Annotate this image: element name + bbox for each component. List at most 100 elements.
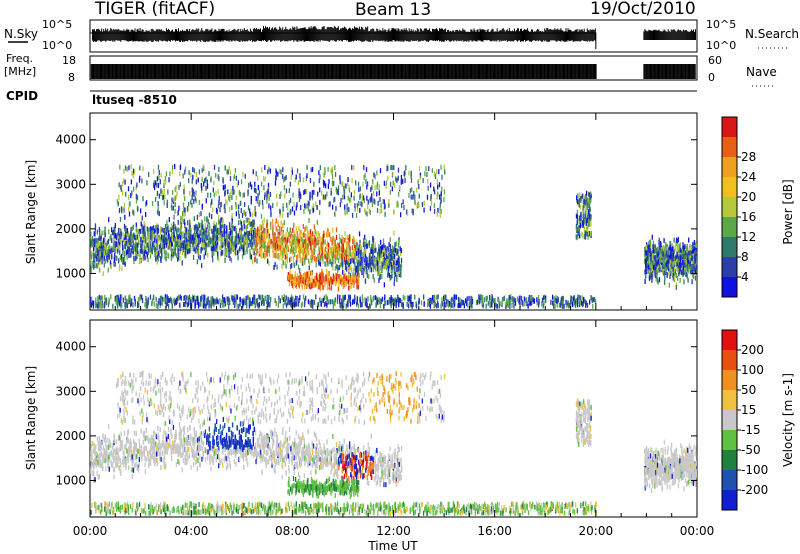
scatter-cell — [102, 271, 104, 277]
scatter-cell — [153, 185, 156, 191]
scatter-cell — [148, 171, 150, 177]
scatter-cell — [440, 198, 442, 204]
scatter-cell — [167, 189, 169, 195]
scatter-cell — [544, 294, 546, 300]
scatter-cell — [147, 242, 149, 248]
scatter-cell — [151, 230, 153, 236]
scatter-cell — [352, 235, 354, 241]
scatter-cell — [373, 277, 375, 283]
scatter-cell — [128, 239, 130, 245]
scatter-cell — [101, 241, 104, 247]
scatter-cell — [330, 190, 332, 196]
scatter-cell — [290, 241, 292, 247]
scatter-cell — [291, 263, 293, 269]
scatter-cell — [197, 225, 200, 231]
scatter-cell — [257, 184, 260, 190]
scatter-cell — [265, 245, 267, 251]
scatter-cell — [335, 227, 338, 233]
scatter-cell — [291, 274, 294, 280]
scatter-cell — [94, 261, 97, 267]
scatter-cell — [273, 246, 275, 252]
scatter-cell — [116, 199, 119, 205]
scatter-cell — [93, 246, 95, 252]
scatter-cell — [374, 185, 376, 191]
scatter-cell — [404, 177, 406, 183]
scatter-cell — [391, 265, 393, 271]
scatter-cell — [353, 189, 356, 195]
scatter-cell — [136, 254, 138, 260]
scatter-cell — [370, 263, 372, 269]
scatter-cell — [232, 190, 234, 196]
scatter-cell — [340, 247, 343, 253]
scatter-cell — [193, 198, 195, 204]
scatter-cell — [229, 225, 231, 231]
scatter-cell — [366, 204, 369, 210]
scatter-cell — [302, 277, 304, 283]
scatter-cell — [357, 284, 359, 290]
scatter-cell — [393, 165, 395, 171]
scatter-cell — [145, 201, 147, 207]
scatter-cell — [313, 189, 315, 195]
scatter-cell — [175, 253, 178, 259]
scatter-cell — [357, 278, 359, 284]
scatter-cell — [243, 192, 245, 198]
scatter-cell — [170, 246, 172, 252]
scatter-cell — [133, 259, 135, 265]
scatter-cell — [110, 227, 113, 233]
scatter-cell — [257, 196, 259, 202]
scatter-cell — [365, 255, 367, 261]
freq-label-1: Freq. — [6, 52, 33, 65]
scatter-cell — [368, 255, 371, 261]
scatter-cell — [288, 237, 290, 243]
scatter-cell — [119, 255, 122, 261]
scatter-cell — [263, 185, 265, 191]
scatter-cell — [330, 236, 332, 242]
scatter-cell — [298, 283, 300, 289]
scatter-cell — [334, 265, 337, 271]
scatter-cell — [397, 175, 399, 181]
scatter-cell — [189, 241, 191, 247]
scatter-cell — [357, 252, 360, 258]
scatter-cell — [107, 254, 109, 260]
scatter-cell — [267, 228, 269, 234]
scatter-cell — [149, 253, 152, 259]
scatter-cell — [344, 260, 346, 266]
scatter-cell — [144, 224, 146, 230]
scatter-cell — [133, 169, 136, 175]
scatter-cell — [124, 250, 127, 256]
scatter-cell — [277, 231, 279, 237]
scatter-cell — [382, 251, 385, 257]
scatter-cell — [194, 234, 196, 240]
scatter-cell — [259, 237, 261, 243]
scatter-cell — [343, 279, 345, 285]
scatter-cell — [96, 250, 99, 256]
scatter-cell — [280, 243, 283, 249]
scatter-cell — [366, 195, 368, 201]
scatter-cell — [399, 266, 401, 272]
scatter-cell — [342, 269, 344, 275]
scatter-cell — [321, 190, 323, 196]
scatter-cell — [390, 255, 392, 261]
scatter-cell — [406, 301, 408, 307]
scatter-cell — [394, 271, 397, 277]
scatter-cell — [311, 166, 314, 172]
scatter-cell — [239, 246, 241, 252]
scatter-cell — [304, 272, 306, 278]
scatter-cell — [90, 231, 92, 237]
scatter-cell — [282, 253, 284, 259]
scatter-cell — [191, 195, 193, 201]
scatter-cell — [128, 201, 131, 207]
scatter-cell — [264, 228, 266, 234]
scatter-cell — [100, 241, 102, 247]
scatter-cell — [114, 232, 116, 238]
scatter-cell — [256, 241, 258, 247]
scatter-cell — [322, 272, 324, 278]
scatter-cell — [400, 257, 403, 263]
scatter-cell — [175, 185, 177, 191]
scatter-cell — [468, 295, 470, 301]
scatter-cell — [286, 202, 288, 208]
scatter-cell — [214, 225, 216, 231]
scatter-cell — [104, 244, 106, 250]
scatter-cell — [243, 237, 245, 243]
scatter-cell — [378, 264, 381, 270]
